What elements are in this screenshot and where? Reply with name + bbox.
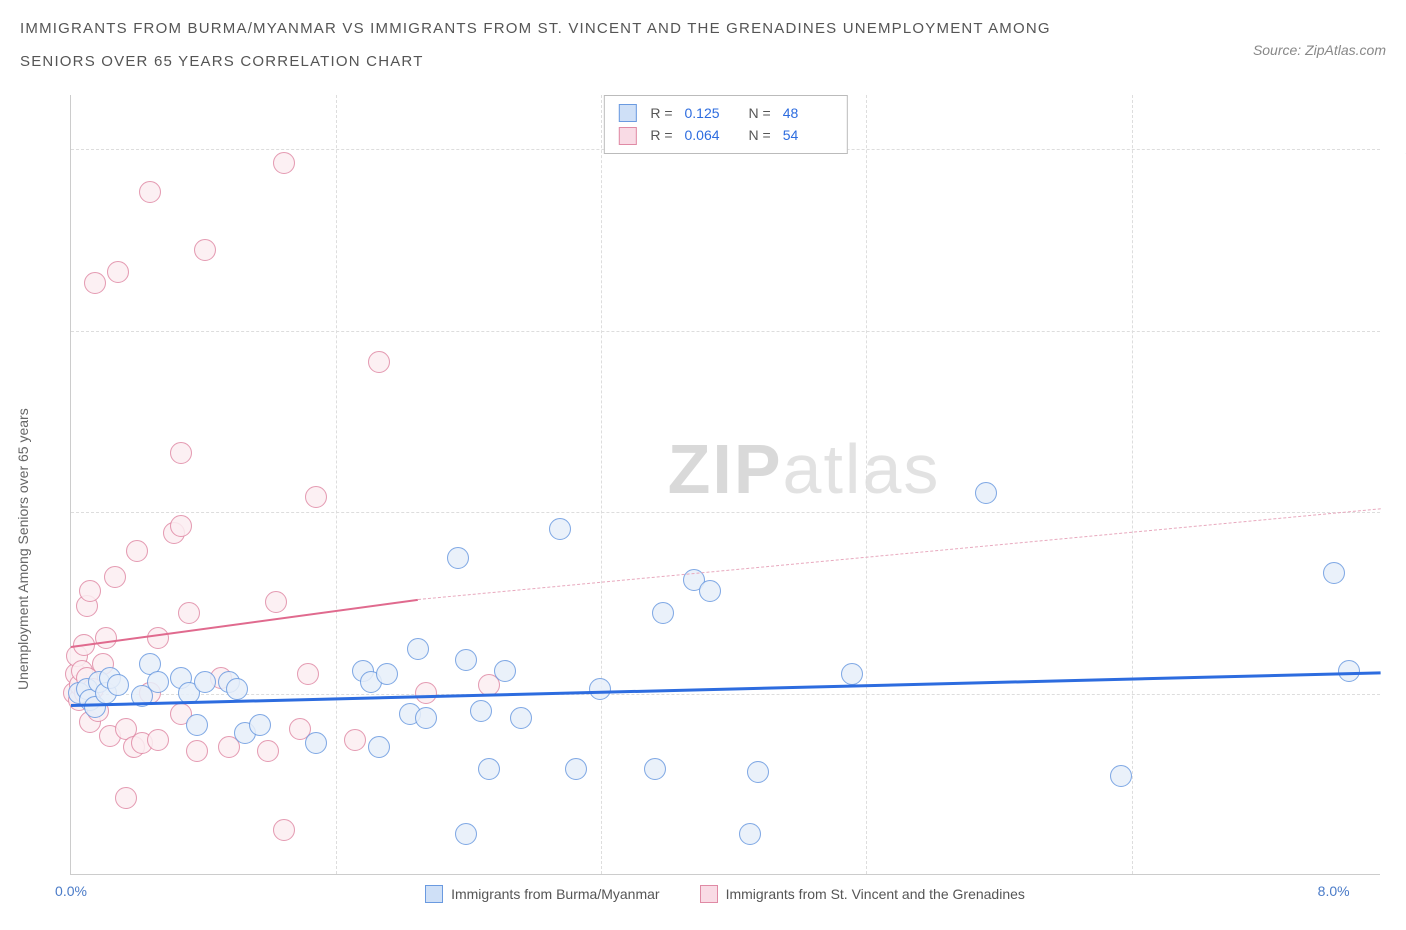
- data-point-b: [344, 729, 366, 751]
- watermark: ZIPatlas: [668, 429, 941, 509]
- swatch-series-a: [425, 885, 443, 903]
- data-point-b: [305, 486, 327, 508]
- data-point-b: [297, 663, 319, 685]
- data-point-b: [84, 272, 106, 294]
- data-point-a: [652, 602, 674, 624]
- data-point-b: [95, 627, 117, 649]
- data-point-b: [147, 627, 169, 649]
- y-axis-label: Unemployment Among Seniors over 65 years: [15, 408, 31, 690]
- data-point-b: [147, 729, 169, 751]
- data-point-b: [368, 351, 390, 373]
- gridline-v: [866, 95, 867, 874]
- y-tick-label: 5.0%: [1390, 686, 1406, 702]
- data-point-a: [368, 736, 390, 758]
- data-point-a: [249, 714, 271, 736]
- r-label: R =: [650, 124, 672, 146]
- source-name: ZipAtlas.com: [1305, 42, 1386, 58]
- legend-item-a: Immigrants from Burma/Myanmar: [425, 885, 659, 903]
- stats-row-a: R = 0.125 N = 48: [618, 102, 832, 124]
- stats-row-b: R = 0.064 N = 54: [618, 124, 832, 146]
- watermark-light: atlas: [783, 430, 941, 508]
- gridline-h: [71, 331, 1380, 332]
- data-point-a: [510, 707, 532, 729]
- data-point-a: [407, 638, 429, 660]
- data-point-b: [104, 566, 126, 588]
- data-point-b: [170, 515, 192, 537]
- data-point-a: [194, 671, 216, 693]
- gridline-h: [71, 694, 1380, 695]
- data-point-b: [194, 239, 216, 261]
- y-tick-label: 15.0%: [1390, 323, 1406, 339]
- stats-legend: R = 0.125 N = 48 R = 0.064 N = 54: [603, 95, 847, 154]
- data-point-a: [644, 758, 666, 780]
- y-tick-label: 10.0%: [1390, 504, 1406, 520]
- data-point-a: [186, 714, 208, 736]
- series-legend: Immigrants from Burma/Myanmar Immigrants…: [70, 885, 1380, 903]
- data-point-a: [478, 758, 500, 780]
- data-point-b: [273, 819, 295, 841]
- data-point-a: [447, 547, 469, 569]
- data-point-b: [178, 602, 200, 624]
- data-point-a: [1110, 765, 1132, 787]
- data-point-b: [107, 261, 129, 283]
- r-label: R =: [650, 102, 672, 124]
- data-point-a: [975, 482, 997, 504]
- data-point-a: [107, 674, 129, 696]
- trend-line: [71, 599, 418, 648]
- data-point-a: [226, 678, 248, 700]
- gridline-v: [336, 95, 337, 874]
- data-point-b: [126, 540, 148, 562]
- data-point-a: [376, 663, 398, 685]
- data-point-a: [841, 663, 863, 685]
- data-point-b: [415, 682, 437, 704]
- data-point-a: [147, 671, 169, 693]
- gridline-h: [71, 512, 1380, 513]
- data-point-b: [170, 442, 192, 464]
- data-point-a: [455, 649, 477, 671]
- data-point-b: [273, 152, 295, 174]
- data-point-a: [305, 732, 327, 754]
- data-point-a: [739, 823, 761, 845]
- n-value-b: 54: [783, 124, 833, 146]
- data-point-b: [139, 181, 161, 203]
- source-prefix: Source:: [1253, 42, 1305, 58]
- data-point-a: [415, 707, 437, 729]
- data-point-b: [115, 787, 137, 809]
- gridline-v: [1132, 95, 1133, 874]
- data-point-a: [589, 678, 611, 700]
- data-point-b: [265, 591, 287, 613]
- data-point-a: [565, 758, 587, 780]
- r-value-b: 0.064: [685, 124, 735, 146]
- n-label: N =: [749, 124, 771, 146]
- chart-title: IMMIGRANTS FROM BURMA/MYANMAR VS IMMIGRA…: [20, 12, 1120, 78]
- swatch-series-b: [700, 885, 718, 903]
- r-value-a: 0.125: [685, 102, 735, 124]
- data-point-a: [747, 761, 769, 783]
- plot-area: ZIPatlas R = 0.125 N = 48 R = 0.064 N = …: [70, 95, 1380, 875]
- data-point-a: [494, 660, 516, 682]
- legend-label-b: Immigrants from St. Vincent and the Gren…: [726, 886, 1025, 902]
- data-point-a: [1323, 562, 1345, 584]
- n-label: N =: [749, 102, 771, 124]
- swatch-series-b: [618, 127, 636, 145]
- data-point-a: [470, 700, 492, 722]
- y-tick-label: 20.0%: [1390, 141, 1406, 157]
- legend-item-b: Immigrants from St. Vincent and the Gren…: [700, 885, 1025, 903]
- swatch-series-a: [618, 104, 636, 122]
- n-value-a: 48: [783, 102, 833, 124]
- legend-label-a: Immigrants from Burma/Myanmar: [451, 886, 659, 902]
- trend-line: [71, 672, 1381, 707]
- data-point-a: [1338, 660, 1360, 682]
- scatter-chart: ZIPatlas R = 0.125 N = 48 R = 0.064 N = …: [70, 95, 1380, 875]
- data-point-b: [186, 740, 208, 762]
- data-point-a: [699, 580, 721, 602]
- data-point-b: [257, 740, 279, 762]
- data-point-a: [549, 518, 571, 540]
- source-attribution: Source: ZipAtlas.com: [1253, 12, 1386, 58]
- watermark-bold: ZIP: [668, 430, 783, 508]
- data-point-a: [455, 823, 477, 845]
- data-point-b: [79, 580, 101, 602]
- gridline-v: [601, 95, 602, 874]
